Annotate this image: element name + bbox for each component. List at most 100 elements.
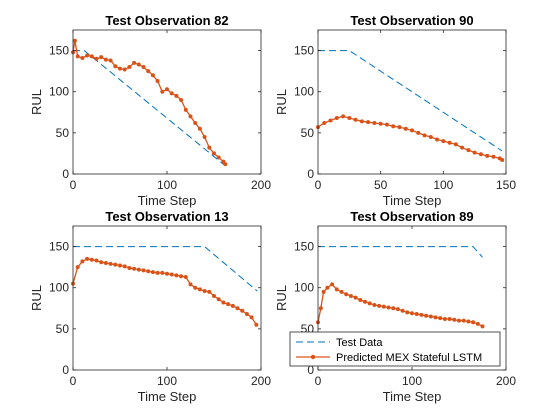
predicted-point (381, 304, 386, 309)
predicted-point (367, 301, 372, 306)
predicted-point (322, 120, 327, 125)
predicted-point (321, 289, 326, 294)
predicted-point (160, 89, 165, 94)
subplot-2: 0 50 100 150 0 50 100 150 Test Observation 90 Tim… (274, 13, 516, 208)
x-tick-label: 100 (402, 374, 422, 388)
predicted-point (94, 56, 99, 61)
predicted-point (207, 145, 212, 150)
subplot-title: Test Observation 82 (105, 13, 228, 28)
predicted-point (146, 69, 151, 74)
predicted-point (328, 118, 333, 123)
predicted-point (391, 124, 396, 129)
subplot-title: Test Observation 89 (350, 209, 473, 224)
predicted-point (197, 126, 202, 131)
y-tick-label: 0 (62, 363, 69, 377)
predicted-point (433, 315, 438, 320)
x-tick-label: 100 (433, 178, 453, 192)
predicted-point (235, 306, 240, 311)
predicted-point (384, 122, 389, 127)
predicted-point (197, 287, 202, 292)
legend-predicted-marker (310, 354, 316, 360)
predicted-point (447, 140, 452, 145)
x-tick-label: 50 (374, 178, 388, 192)
predicted-point (165, 87, 169, 92)
predicted-point (122, 264, 127, 269)
predicted-point (339, 289, 344, 294)
series-test-data-line (73, 246, 258, 292)
y-tick-label: 0 (307, 363, 314, 377)
predicted-point (75, 54, 80, 59)
predicted-point (428, 134, 433, 139)
y-tick-label: 150 (49, 240, 69, 254)
predicted-point (150, 73, 155, 78)
predicted-point (428, 314, 433, 319)
predicted-point (347, 116, 352, 121)
predicted-point (403, 126, 408, 131)
predicted-point (397, 125, 402, 130)
predicted-point (366, 120, 371, 125)
predicted-point (240, 308, 245, 313)
predicted-point (348, 293, 353, 298)
predicted-point (136, 62, 141, 67)
x-axis-label: Time Step (383, 389, 442, 404)
predicted-point (160, 270, 165, 275)
predicted-point (183, 275, 188, 280)
plot-area (73, 226, 261, 370)
predicted-point (466, 148, 471, 153)
predicted-point (400, 308, 405, 313)
y-tick-label: 100 (49, 85, 69, 99)
predicted-point (108, 261, 113, 266)
predicted-point (395, 307, 400, 312)
predicted-point (378, 121, 383, 126)
predicted-point (419, 312, 424, 317)
predicted-point (475, 321, 480, 326)
y-tick-label: 100 (294, 85, 314, 99)
y-tick-label: 100 (49, 281, 69, 295)
y-tick-label: 50 (56, 322, 70, 336)
predicted-point (183, 107, 188, 112)
predicted-point (174, 273, 179, 278)
predicted-point (174, 93, 179, 98)
predicted-point (461, 318, 466, 323)
predicted-point (179, 274, 184, 279)
predicted-point (85, 53, 90, 58)
predicted-point (344, 292, 349, 297)
predicted-point (424, 313, 429, 318)
predicted-point (188, 282, 193, 287)
predicted-point (244, 312, 249, 317)
predicted-point (353, 295, 358, 300)
predicted-point (216, 297, 221, 302)
predicted-point (113, 262, 118, 267)
predicted-point (132, 60, 137, 65)
predicted-point (359, 119, 364, 124)
predicted-point (452, 317, 457, 322)
predicted-point (103, 261, 108, 266)
predicted-point (141, 65, 146, 70)
predicted-point (94, 258, 99, 263)
predicted-point (99, 260, 104, 265)
predicted-point (150, 270, 155, 275)
predicted-point (207, 289, 212, 294)
predicted-point (132, 266, 137, 271)
predicted-point (422, 133, 427, 138)
x-tick-label: 0 (315, 178, 322, 192)
subplot-3: 0 100 200 0 50 100 150 Test Observation 13 Time … (29, 209, 271, 404)
predicted-point (136, 267, 141, 272)
predicted-point (334, 287, 339, 292)
predicted-point (363, 299, 367, 304)
predicted-point (146, 269, 151, 274)
predicted-point (372, 120, 377, 125)
y-tick-label: 150 (294, 44, 314, 58)
predicted-point (457, 318, 461, 323)
predicted-point (155, 79, 160, 84)
predicted-point (318, 306, 323, 311)
axes-frame (317, 29, 507, 175)
predicted-point (216, 155, 221, 160)
predicted-point (169, 91, 174, 96)
x-tick-label: 0 (315, 374, 322, 388)
x-tick-label: 100 (157, 178, 177, 192)
predicted-point (127, 265, 132, 270)
predicted-point (442, 316, 447, 321)
